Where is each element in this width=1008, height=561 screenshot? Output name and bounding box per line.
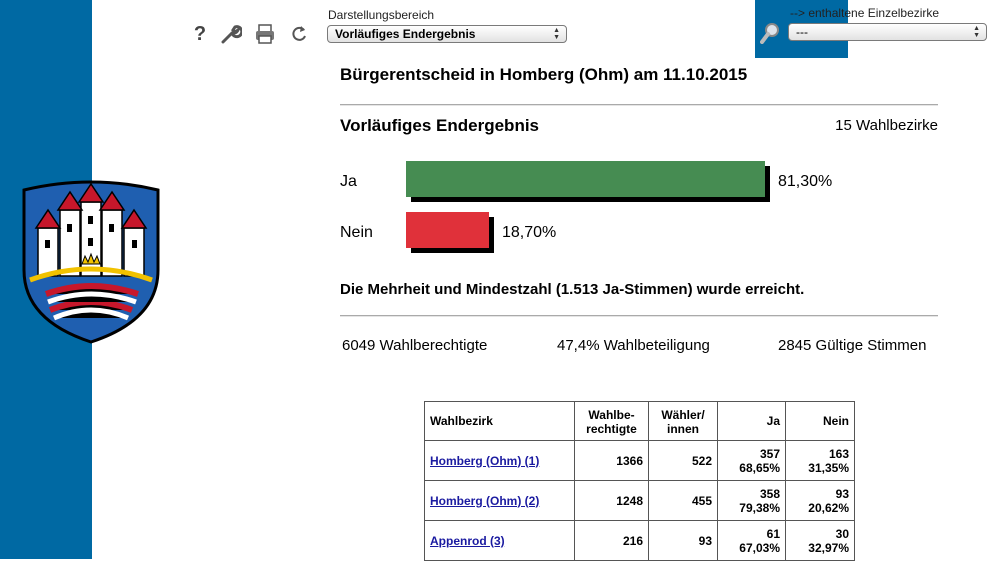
district-cell: Homberg (Ohm) (2) — [424, 480, 575, 521]
nein-pct: 31,35% — [808, 460, 849, 475]
ja-pct: 79,38% — [739, 500, 780, 515]
results-table: Wahlbezirk Wahlbe-rechtigte Wähler/innen… — [424, 401, 855, 561]
nein-label: Nein — [340, 224, 373, 241]
nein-percent: 18,70% — [502, 224, 557, 241]
coat-of-arms-logo — [22, 180, 160, 344]
col-eligible-line2: rechtigte — [586, 422, 637, 436]
scope-label: Darstellungsbereich — [328, 8, 435, 22]
district-select-value: --- — [796, 25, 808, 39]
ja-count: 358 — [759, 486, 780, 501]
scope-select[interactable]: Vorläufiges Endergebnis ▲ ▼ — [327, 25, 567, 43]
table-row: Homberg (Ohm) (2) 1248 455 358 79,38% 93 2… — [424, 480, 855, 521]
wrench-icon[interactable] — [219, 22, 243, 46]
result-subtitle: Vorläufiges Endergebnis — [340, 116, 540, 135]
district-link[interactable]: Homberg (Ohm) (1) — [430, 453, 540, 468]
col-ja: Ja — [717, 401, 786, 441]
district-link[interactable]: Homberg (Ohm) (2) — [430, 493, 540, 508]
district-link[interactable]: Appenrod (3) — [430, 533, 505, 548]
ja-percent: 81,30% — [778, 173, 833, 190]
col-voters-line2: innen — [667, 422, 699, 436]
ja-cell: 61 67,03% — [717, 520, 786, 561]
nein-count: 30 — [835, 526, 849, 541]
district-cell: Homberg (Ohm) (1) — [424, 440, 575, 481]
nein-bar — [406, 212, 489, 248]
district-label: --> enthaltene Einzelbezirke — [790, 6, 940, 20]
voters-cell: 522 — [648, 440, 718, 481]
table-header-row: Wahlbezirk Wahlbe-rechtigte Wähler/innen… — [424, 401, 855, 441]
divider — [340, 104, 938, 106]
ja-cell: 357 68,65% — [717, 440, 786, 481]
majority-statement: Die Mehrheit und Mindestzahl (1.513 Ja-S… — [340, 281, 805, 298]
help-glyph: ? — [193, 22, 207, 45]
page-title: Bürgerentscheid in Homberg (Ohm) am 11.1… — [340, 65, 748, 84]
ja-cell: 358 79,38% — [717, 480, 786, 521]
turnout: 47,4% Wahlbeteiligung — [557, 337, 710, 354]
refresh-icon[interactable] — [287, 22, 311, 46]
help-icon[interactable]: ? — [188, 22, 212, 46]
ja-pct: 68,65% — [739, 460, 780, 475]
nein-count: 163 — [828, 446, 849, 461]
nein-count: 93 — [835, 486, 849, 501]
scope-select-value: Vorläufiges Endergebnis — [335, 27, 476, 41]
district-cell: Appenrod (3) — [424, 520, 575, 561]
ja-bar-track — [406, 161, 848, 197]
col-eligible: Wahlbe-rechtigte — [574, 401, 649, 441]
nein-bar-track — [406, 212, 848, 248]
select-arrows-icon: ▲ ▼ — [973, 25, 980, 39]
eligible-cell: 1366 — [574, 440, 649, 481]
nein-cell: 93 20,62% — [785, 480, 855, 521]
ja-label: Ja — [340, 173, 357, 190]
voters-cell: 93 — [648, 520, 718, 561]
valid-votes: 2845 Gültige Stimmen — [778, 337, 927, 354]
select-arrows-icon: ▲ ▼ — [553, 27, 560, 41]
table-row: Homberg (Ohm) (1) 1366 522 357 68,65% 163… — [424, 440, 855, 481]
nein-cell: 163 31,35% — [785, 440, 855, 481]
divider — [340, 315, 938, 317]
table-row: Appenrod (3) 216 93 61 67,03% 30 32,97% — [424, 520, 855, 561]
ja-pct: 67,03% — [739, 540, 780, 555]
magnifier-icon[interactable] — [760, 22, 780, 44]
col-voters: Wähler/innen — [648, 401, 718, 441]
district-select[interactable]: --- ▲ ▼ — [788, 23, 987, 41]
col-voters-line1: Wähler/ — [661, 408, 705, 422]
nein-pct: 32,97% — [808, 540, 849, 555]
ja-count: 357 — [759, 446, 780, 461]
ja-count: 61 — [766, 526, 780, 541]
eligible-voters: 6049 Wahlberechtigte — [342, 337, 488, 354]
ja-bar — [406, 161, 765, 197]
eligible-cell: 1248 — [574, 480, 649, 521]
district-count: 15 Wahlbezirke — [835, 117, 938, 134]
col-nein: Nein — [785, 401, 855, 441]
col-eligible-line1: Wahlbe- — [588, 408, 635, 422]
eligible-cell: 216 — [574, 520, 649, 561]
col-district: Wahlbezirk — [424, 401, 575, 441]
print-icon[interactable] — [253, 22, 277, 46]
voters-cell: 455 — [648, 480, 718, 521]
nein-cell: 30 32,97% — [785, 520, 855, 561]
nein-pct: 20,62% — [808, 500, 849, 515]
